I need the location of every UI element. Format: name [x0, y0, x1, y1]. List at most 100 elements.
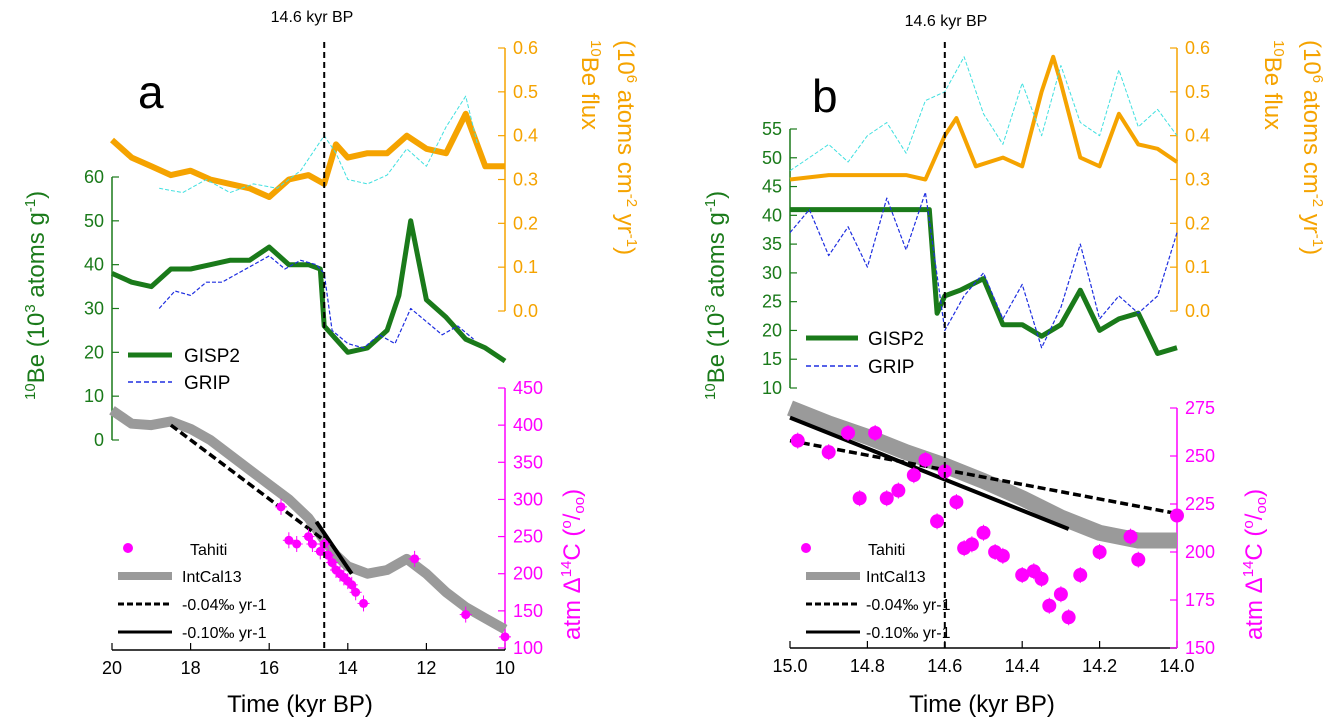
tahiti-point — [1034, 571, 1049, 586]
tahiti-point — [1061, 610, 1076, 625]
event-label: 14.6 kyr BP — [271, 9, 354, 26]
tahiti-point — [937, 464, 952, 479]
tahiti-point — [1042, 598, 1057, 613]
legend-grip-label: GRIP — [868, 357, 914, 378]
plot-area — [787, 42, 1184, 648]
flux-tick-label: 0.4 — [1185, 126, 1210, 146]
legend-tahiti-label: Tahiti — [190, 542, 227, 559]
tahiti-point — [976, 525, 991, 540]
legend-slope2-label: -0.10‰ yr-1 — [182, 625, 267, 642]
tahiti-point — [1015, 568, 1030, 583]
flux-tick-label: 0.2 — [1185, 213, 1210, 233]
grip-line — [158, 255, 474, 349]
plot-area — [109, 42, 511, 650]
be-tick-label: 30 — [84, 299, 104, 319]
slope-010-line — [789, 415, 1070, 531]
c14-tick-label: 400 — [513, 415, 543, 435]
x-tick-label: 14.6 — [927, 656, 962, 676]
legend-top: GISP2 GRIP — [806, 329, 924, 378]
tahiti-point — [323, 550, 333, 560]
tahiti-point — [461, 610, 471, 620]
be-axis-label: 10Be (103 atoms g-1) — [22, 191, 50, 400]
x-tick-label: 14 — [338, 658, 358, 678]
c14-tick-label: 450 — [513, 378, 543, 398]
be-tick-label: 15 — [762, 349, 782, 369]
flux-tick-label: 0.5 — [1185, 82, 1210, 102]
legend-bottom: Tahiti IntCal13 -0.04‰ yr-1 -0.10‰ yr-1 — [118, 542, 267, 642]
flux-tick-label: 0.3 — [1185, 170, 1210, 190]
be-tick-label: 20 — [84, 342, 104, 362]
x-tick-label: 18 — [181, 658, 201, 678]
c14-tick-label: 150 — [1185, 638, 1215, 658]
flux-tick-label: 0.1 — [513, 257, 538, 277]
be-tick-label: 60 — [84, 167, 104, 187]
flux-tick-label: 0.3 — [513, 170, 538, 190]
c14-tick-label: 250 — [513, 527, 543, 547]
tahiti-point — [351, 587, 361, 597]
flux-grip-line — [789, 56, 1178, 172]
legend-bottom: Tahiti IntCal13 -0.04‰ yr-1 -0.10‰ yr-1 — [801, 542, 951, 642]
intcal13-band — [109, 406, 508, 634]
x-tick-label: 15.0 — [772, 656, 807, 676]
be-tick-label: 50 — [762, 148, 782, 168]
tahiti-point — [841, 425, 856, 440]
c14-tick-label: 300 — [513, 489, 543, 509]
tahiti-point — [1123, 529, 1138, 544]
be-tick-label: 50 — [84, 211, 104, 231]
tahiti-point — [304, 532, 313, 542]
be-tick-label: 40 — [762, 205, 782, 225]
flux-tick-label: 0.6 — [513, 38, 538, 58]
gisp2-line — [790, 207, 1178, 356]
be-tick-label: 45 — [762, 177, 782, 197]
tahiti-point — [1092, 545, 1107, 559]
be-tick-label: 35 — [762, 234, 782, 254]
x-axis-label: Time (kyr BP) — [227, 691, 373, 718]
tahiti-point — [500, 632, 510, 642]
x-tick-label: 16 — [259, 658, 279, 678]
be-tick-label: 40 — [84, 255, 104, 275]
c14-tick-label: 250 — [1185, 446, 1215, 466]
grip-line — [789, 191, 1178, 349]
axes: 15.0 14.8 14.6 14.4 14.2 14.0 10 15 20 25 30 35 40 45… — [762, 38, 1215, 676]
x-tick-label: 20 — [102, 658, 122, 678]
legend-tahiti-swatch — [123, 543, 133, 553]
tahiti-point — [1053, 587, 1068, 602]
legend-intcal-label: IntCal13 — [182, 569, 242, 586]
tahiti-point — [359, 598, 369, 608]
flux-tick-label: 0.0 — [1185, 301, 1210, 321]
be-axis-label: 10Be (103 atoms g-1) — [702, 191, 730, 400]
legend-grip-label: GRIP — [184, 373, 230, 394]
flux-gisp2-line — [110, 110, 505, 200]
flux-tick-label: 0.1 — [1185, 257, 1210, 277]
x-tick-label: 14.2 — [1082, 656, 1117, 676]
legend-intcal-label: IntCal13 — [866, 569, 926, 586]
be-tick-label: 25 — [762, 292, 782, 312]
flux-axis-label: 10Be flux — [576, 40, 604, 130]
tahiti-point — [918, 452, 933, 467]
legend-tahiti-label: Tahiti — [868, 542, 905, 559]
x-tick-label: 14.8 — [850, 656, 885, 676]
be-tick-label: 55 — [762, 119, 782, 139]
panel-letter: a — [138, 66, 164, 118]
tahiti-point — [1170, 508, 1184, 523]
x-tick-label: 12 — [416, 658, 436, 678]
flux-axis-units: (106 atoms cm-2 yr-1) — [612, 40, 640, 255]
gisp2-line — [110, 218, 507, 364]
tahiti-point — [949, 495, 964, 510]
tahiti-point — [1131, 552, 1146, 567]
c14-tick-label: 200 — [513, 564, 543, 584]
tahiti-point — [821, 445, 836, 460]
tahiti-point — [964, 537, 979, 552]
flux-gisp2-line — [789, 54, 1179, 182]
tahiti-point — [852, 491, 867, 506]
x-axis-label: Time (kyr BP) — [909, 691, 1055, 718]
legend-slope1-label: -0.04‰ yr-1 — [182, 597, 267, 614]
x-tick-label: 14.4 — [1005, 656, 1040, 676]
tahiti-point — [891, 483, 906, 498]
tahiti-point — [790, 433, 805, 448]
c14-tick-label: 225 — [1185, 494, 1215, 514]
c14-axis-label: atm Δ14C (o/oo) — [558, 489, 588, 640]
tahiti-point — [315, 546, 325, 556]
flux-tick-label: 0.0 — [513, 301, 538, 321]
